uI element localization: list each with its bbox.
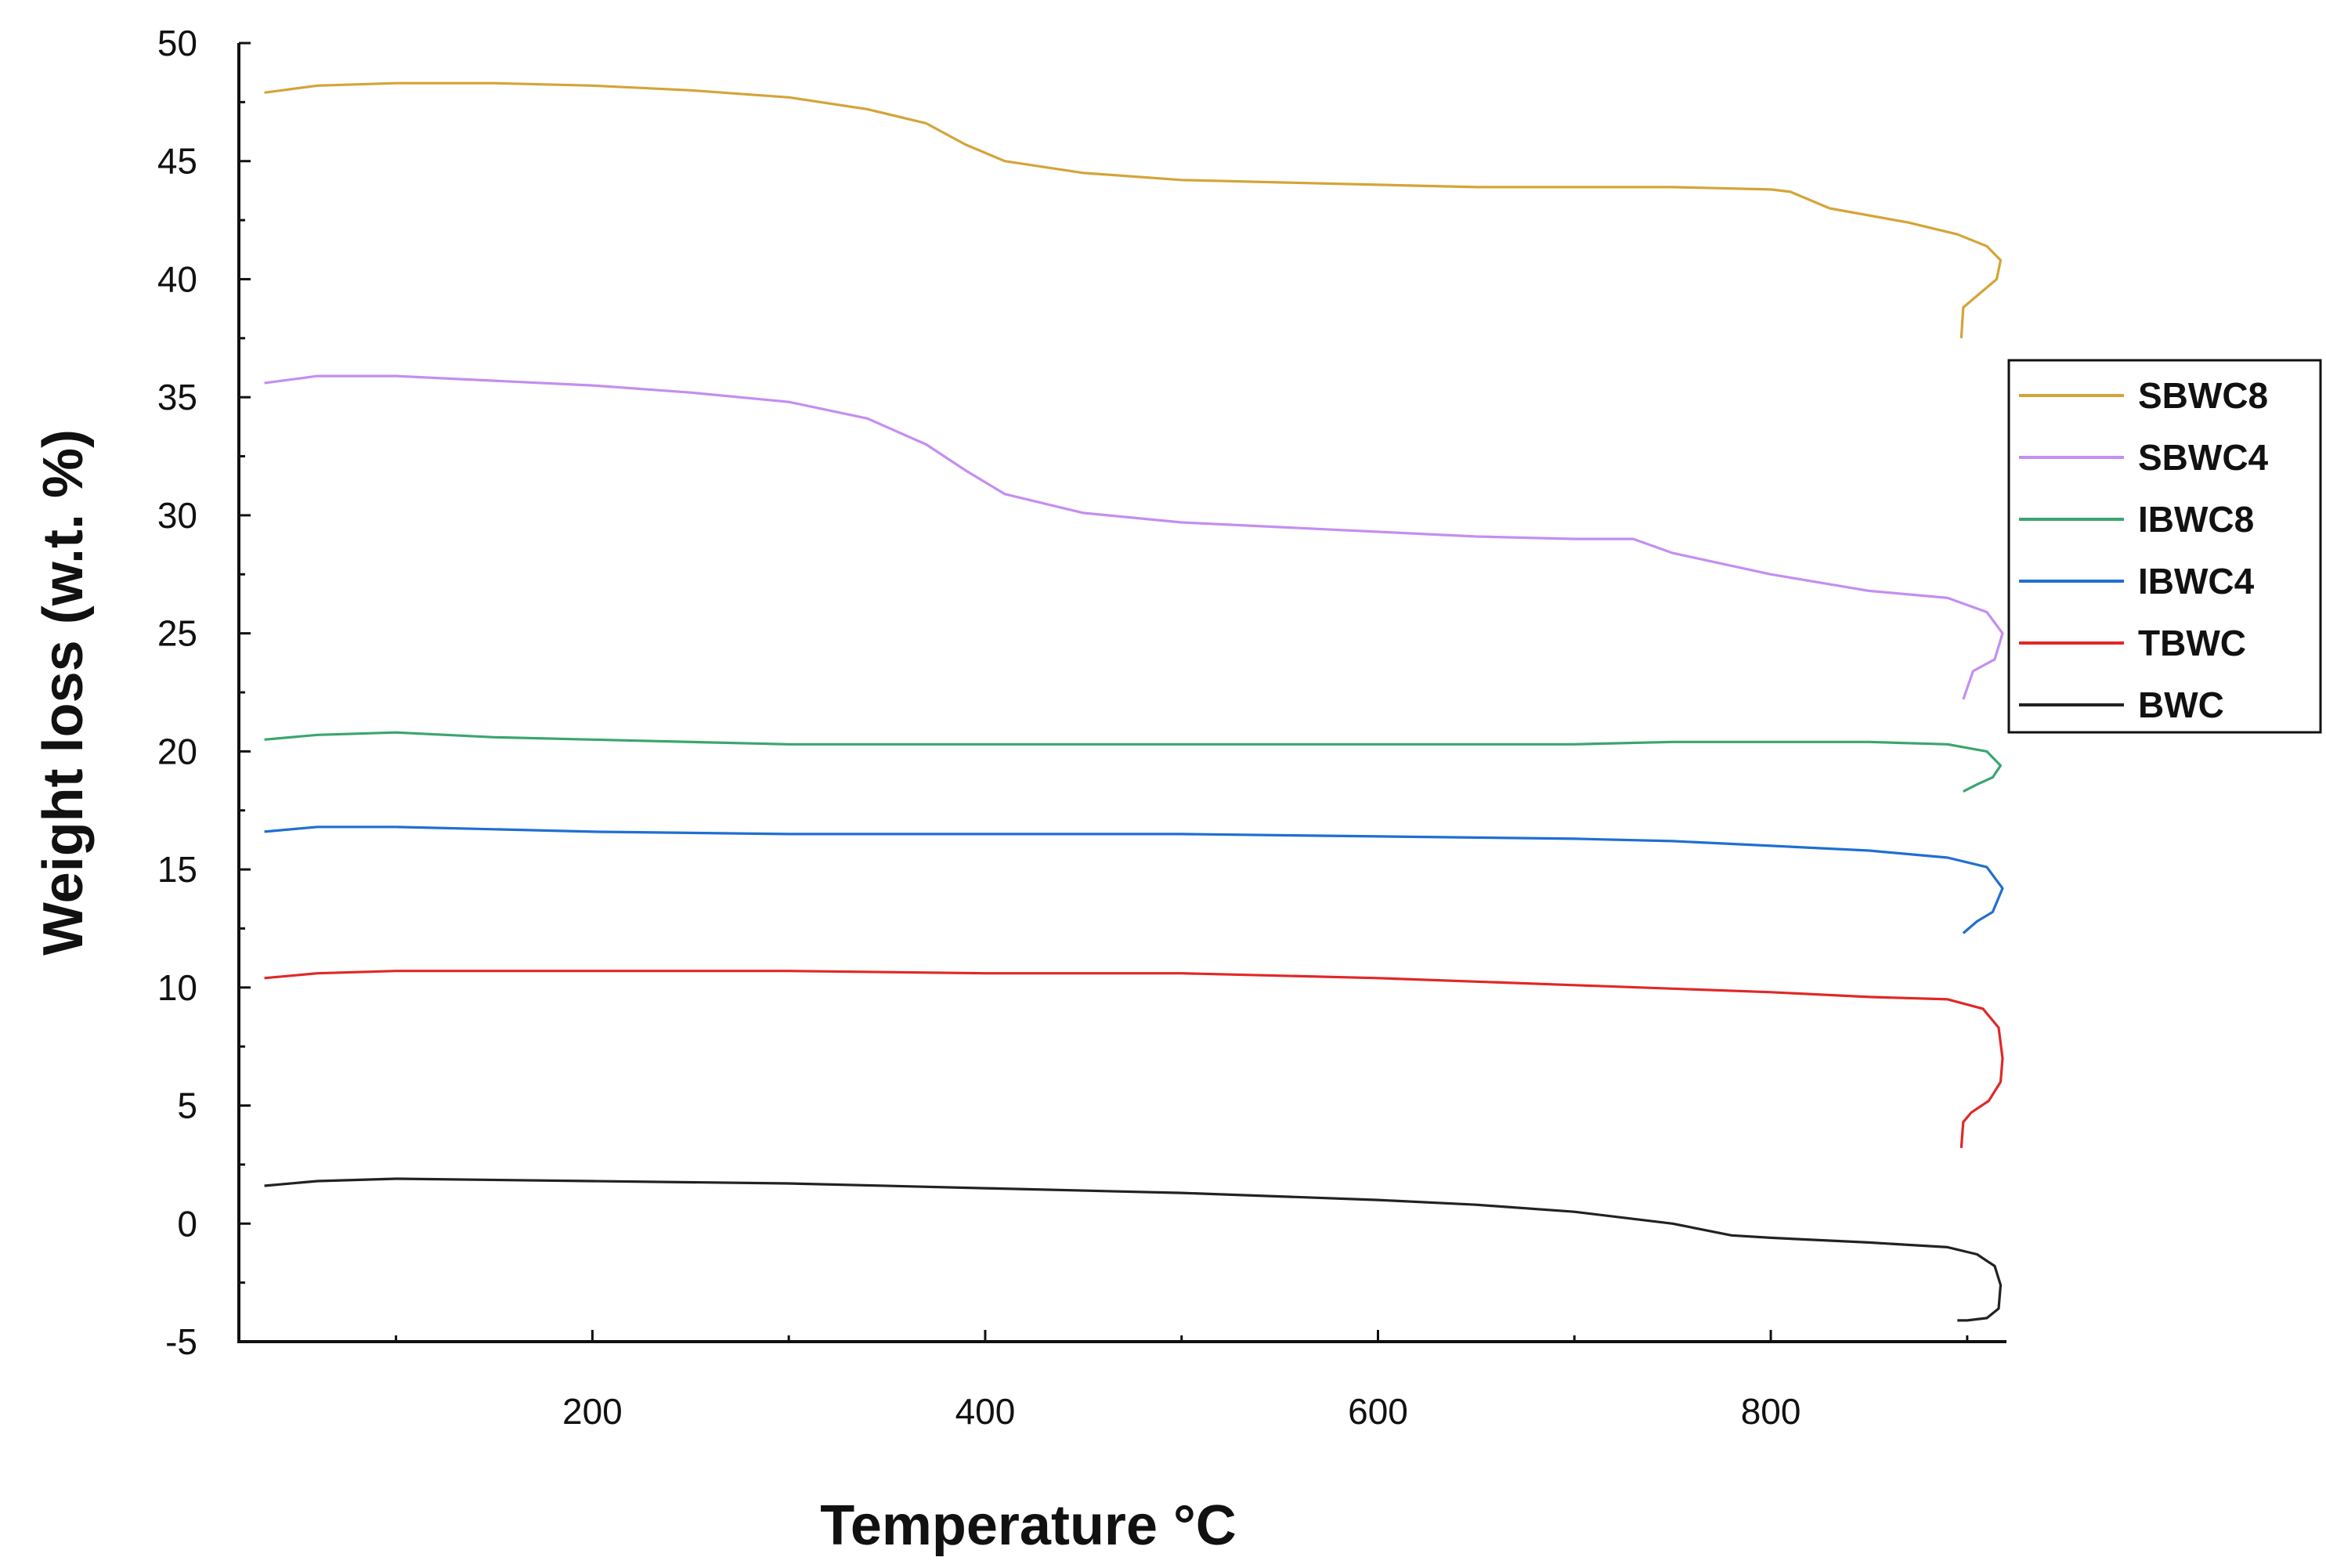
y-tick-label: 5 <box>177 1086 197 1126</box>
y-tick-label: 35 <box>157 377 197 417</box>
series-lines <box>264 81 2004 1322</box>
y-tick-label: 20 <box>157 731 197 771</box>
legend-label: BWC <box>2138 685 2224 725</box>
x-tick-label: 800 <box>1741 1391 1801 1432</box>
x-tick-label: 600 <box>1348 1391 1408 1432</box>
y-tick-label: 50 <box>157 23 197 63</box>
x-tick-label: 200 <box>562 1391 623 1432</box>
y-tick-label: 0 <box>177 1203 197 1244</box>
y-tick-label: 10 <box>157 967 197 1008</box>
x-axis-title: Temperature °C <box>820 1494 1237 1557</box>
legend: SBWC8 SBWC4 IBWC8 IBWC4 TBWC BWC <box>2007 359 2322 734</box>
y-tick-label: 30 <box>157 495 197 536</box>
legend-label: SBWC8 <box>2138 375 2268 416</box>
y-tick-label: 45 <box>157 141 197 182</box>
x-tick-label: 400 <box>955 1391 1016 1432</box>
legend-label: TBWC <box>2138 623 2246 663</box>
y-tick-label: 25 <box>157 613 197 654</box>
series-line-tbwc <box>264 970 2004 1148</box>
legend-box <box>2007 359 2322 734</box>
legend-label: IBWC8 <box>2138 499 2254 540</box>
series-line-sbwc8 <box>264 81 2003 338</box>
legend-label: SBWC4 <box>2138 437 2269 478</box>
series-line-ibwc4 <box>264 826 2004 934</box>
y-tick-label: -5 <box>165 1321 197 1362</box>
y-axis-title: Weight loss (w.t. %) <box>32 429 95 956</box>
series-line-bwc <box>264 1177 2003 1322</box>
y-tick-label: 40 <box>157 258 197 299</box>
series-line-ibwc8 <box>264 731 2003 793</box>
legend-label: IBWC4 <box>2138 561 2255 602</box>
ticks-layer: -5 0 5 10 15 20 25 30 35 40 45 50 200 400 600 800 <box>157 23 1969 1432</box>
y-tick-label: 15 <box>157 849 197 890</box>
series-line-sbwc4 <box>264 374 2004 700</box>
